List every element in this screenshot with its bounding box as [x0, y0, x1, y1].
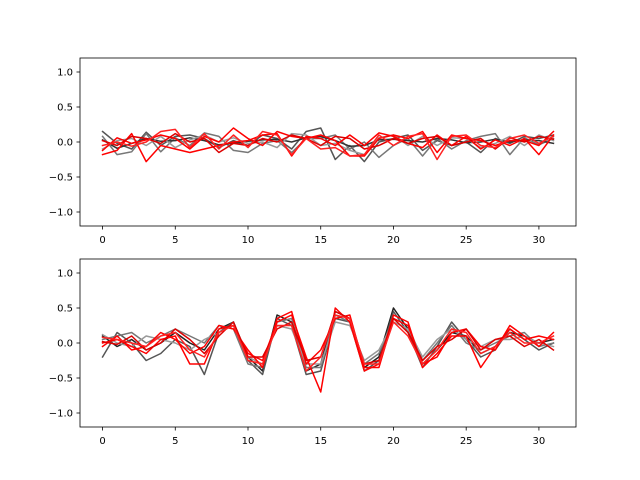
x-tick-label: 0: [99, 436, 105, 447]
x-tick-label: 15: [314, 235, 327, 246]
y-tick-label: 0.0: [57, 339, 73, 350]
x-tick-label: 25: [460, 436, 473, 447]
series-line-6: [101, 132, 555, 163]
series-line-8: [101, 128, 555, 161]
series-line-5: [101, 127, 555, 157]
y-tick-label: −1.0: [49, 409, 73, 420]
x-tick-label: 0: [99, 235, 105, 246]
y-tick-label: 0.0: [57, 138, 73, 149]
subplot-2: 0 5 10 15 20 25 30 −1.0 −0.5 0.0 0.5 1.0: [49, 258, 577, 447]
x-tick-label: 25: [460, 235, 473, 246]
y-tick-label: 0.5: [57, 304, 73, 315]
x-tick-label: 15: [314, 436, 327, 447]
series-line-8: [101, 314, 555, 372]
x-tick-label: 10: [242, 436, 255, 447]
x-tick-label: 20: [387, 235, 400, 246]
y-tick-label: −1.0: [49, 208, 73, 219]
subplot-1: 0 5 10 15 20 25 30 −1.0 −0.5 0.0 0.5 1.0: [49, 57, 577, 246]
series-group: [101, 127, 555, 163]
y-tick-label: 1.0: [57, 68, 73, 79]
x-tick-label: 30: [533, 235, 546, 246]
x-tick-label: 30: [533, 436, 546, 447]
series-group: [101, 307, 555, 393]
y-tick-label: −0.5: [49, 173, 73, 184]
series-line-7: [101, 132, 555, 154]
y-tick-label: 0.5: [57, 103, 73, 114]
series-line-5: [101, 307, 555, 393]
x-tick-label: 5: [172, 436, 178, 447]
x-tick-label: 10: [242, 235, 255, 246]
x-tick-label: 5: [172, 235, 178, 246]
x-tick-label: 20: [387, 436, 400, 447]
y-tick-label: −0.5: [49, 374, 73, 385]
y-tick-label: 1.0: [57, 269, 73, 280]
series-line-2: [101, 132, 555, 159]
